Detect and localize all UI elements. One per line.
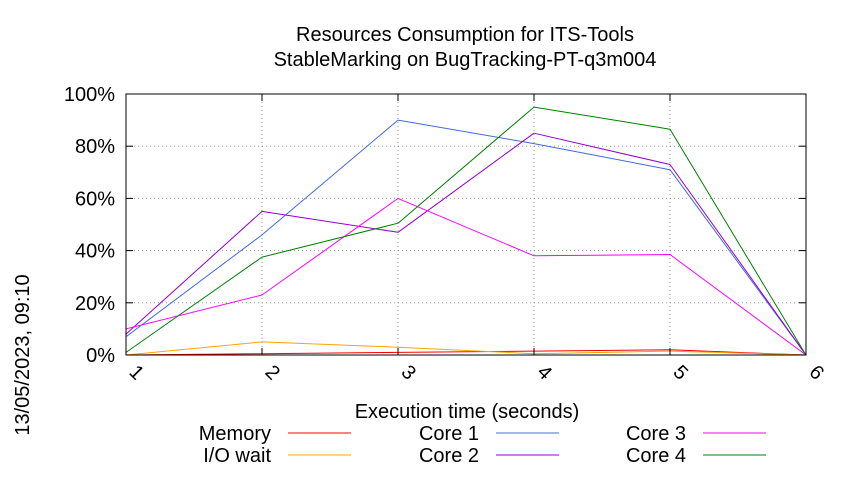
plot-frame (125, 93, 807, 356)
x-tick-label: 4 (533, 361, 556, 384)
legend-label-core-1: Core 1 (419, 423, 479, 445)
series-lines (125, 106, 807, 356)
series-line-i-o-wait (125, 341, 807, 356)
legend-label-memory: Memory (199, 423, 271, 445)
y-tick-label: 0% (86, 345, 115, 367)
tick-labels: 0% 20% 40% 60% 80% 100% 1 2 3 4 5 6 (64, 84, 828, 384)
timestamp-label: 13/05/2023, 09:10 (12, 274, 34, 435)
y-tick-label: 80% (75, 136, 115, 158)
series-line-core-3 (125, 197, 807, 356)
series-line-core-2 (125, 132, 807, 356)
y-tick-label: 40% (75, 241, 115, 263)
series-line-core-1 (125, 119, 807, 356)
x-tick-label: 1 (125, 361, 148, 384)
axes (125, 93, 807, 356)
x-tick-label: 6 (805, 361, 828, 384)
legend-label-core-4: Core 4 (626, 445, 686, 467)
series-line-core-4 (125, 106, 807, 356)
y-tick-label: 60% (75, 188, 115, 210)
legend-label-core-3: Core 3 (626, 423, 686, 445)
chart-title: Resources Consumption for ITS-Tools (296, 24, 634, 46)
y-tick-label: 20% (75, 293, 115, 315)
series-line-memory (125, 349, 807, 356)
y-tick-label: 100% (64, 84, 115, 106)
x-tick-label: 5 (669, 361, 692, 384)
legend-label-core-2: Core 2 (419, 445, 479, 467)
chart-subtitle: StableMarking on BugTracking-PT-q3m004 (274, 49, 657, 71)
x-tick-label: 3 (397, 361, 420, 384)
x-tick-label: 2 (261, 361, 284, 384)
x-axis-label: Execution time (seconds) (355, 401, 580, 423)
legend-label-i-o-wait: I/O wait (203, 445, 271, 467)
grid (125, 93, 807, 356)
